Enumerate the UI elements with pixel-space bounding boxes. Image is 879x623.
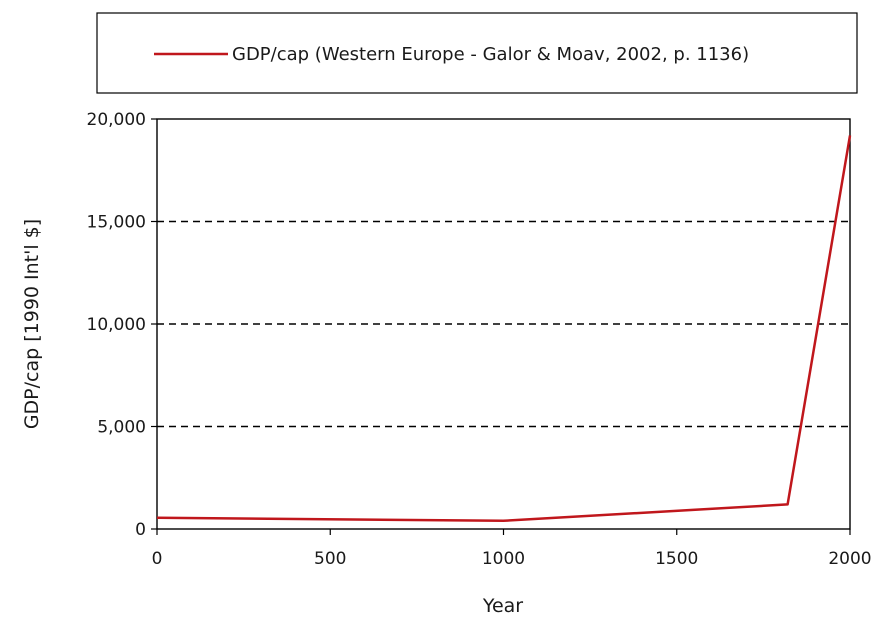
x-tick-label: 500 <box>314 549 346 569</box>
y-tick-label: 20,000 <box>87 110 146 130</box>
x-tick-label: 1000 <box>482 549 525 569</box>
x-tick-label: 1500 <box>655 549 698 569</box>
gridlines <box>157 220 850 428</box>
y-axis-title: GDP/cap [1990 Int'l $] <box>21 219 43 429</box>
y-tick-label: 5,000 <box>97 418 146 438</box>
legend-entry-label: GDP/cap (Western Europe - Galor & Moav, … <box>232 44 749 65</box>
x-tick-label: 0 <box>152 549 163 569</box>
series-layer <box>156 135 852 523</box>
y-tick-label: 10,000 <box>87 315 146 335</box>
series-line <box>156 135 852 523</box>
legend: GDP/cap (Western Europe - Galor & Moav, … <box>96 12 858 94</box>
y-tick-label: 0 <box>135 520 146 540</box>
x-tick-label: 2000 <box>828 549 871 569</box>
y-axis: 0 5,000 10,000 15,000 20,000 <box>87 110 157 540</box>
x-axis-title: Year <box>482 595 523 617</box>
x-axis: 0 500 1000 1500 2000 <box>152 529 872 569</box>
y-tick-label: 15,000 <box>87 213 146 233</box>
